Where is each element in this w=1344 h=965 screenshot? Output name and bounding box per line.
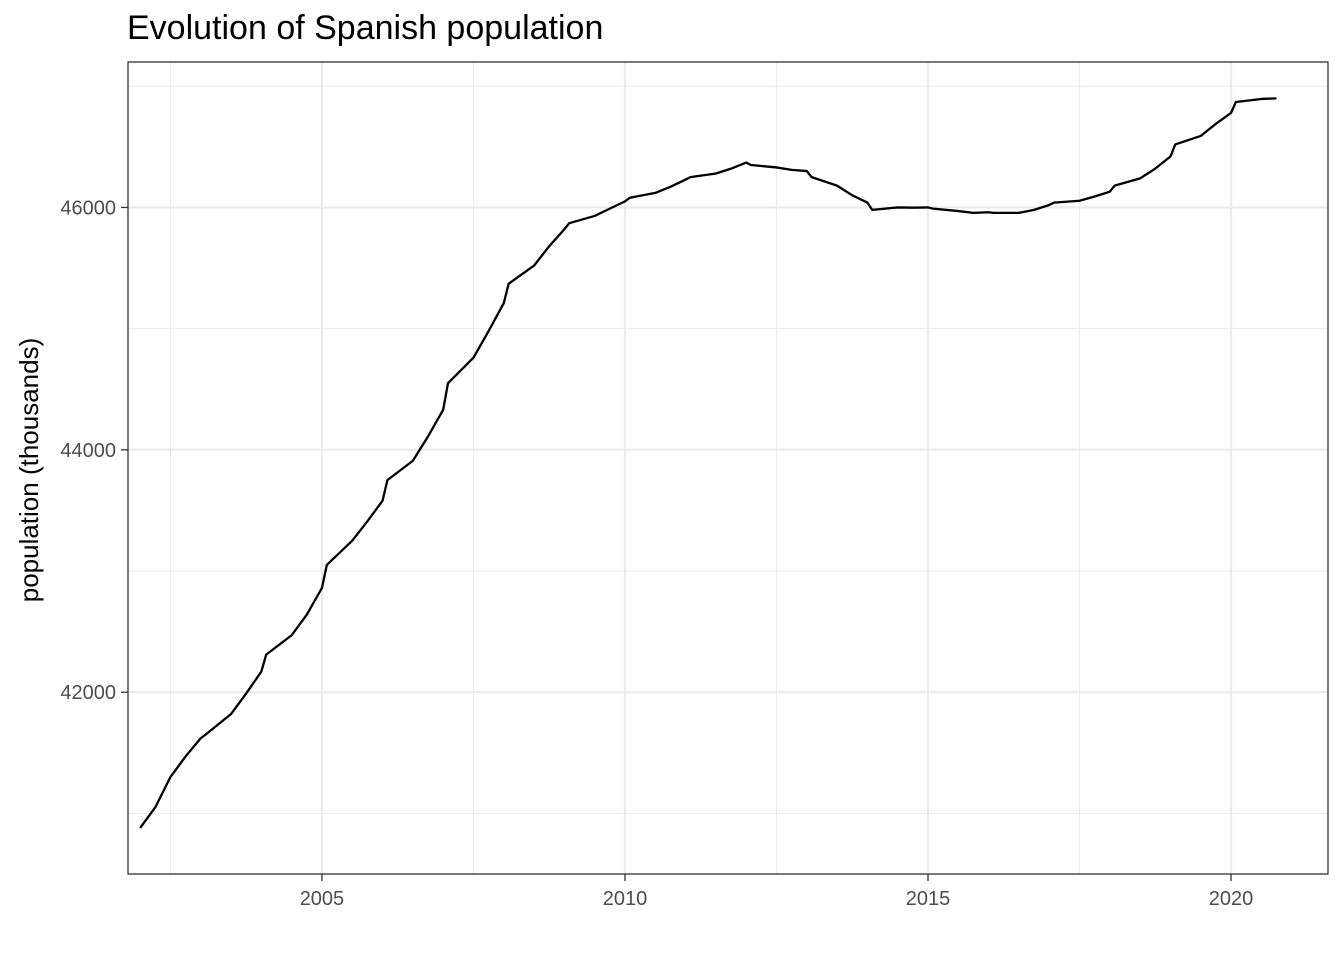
series-layer (139, 97, 1277, 829)
y-axis-label: population (thousands) (14, 338, 44, 603)
axes: 2005 2010 2015 2020 42000 44000 46000 (60, 197, 1253, 910)
y-tick-label: 44000 (60, 440, 116, 462)
x-tick-label: 2020 (1209, 888, 1254, 910)
chart-title: Evolution of Spanish population (127, 9, 603, 47)
x-tick-label: 2005 (300, 888, 345, 910)
x-tick-label: 2015 (906, 888, 951, 910)
gridlines (128, 62, 1328, 874)
plot-panel-border (127, 61, 1329, 875)
x-tick-label: 2010 (603, 888, 648, 910)
population-series-line (139, 97, 1277, 829)
y-tick-label: 46000 (60, 197, 116, 219)
y-tick-label: 42000 (60, 682, 116, 704)
